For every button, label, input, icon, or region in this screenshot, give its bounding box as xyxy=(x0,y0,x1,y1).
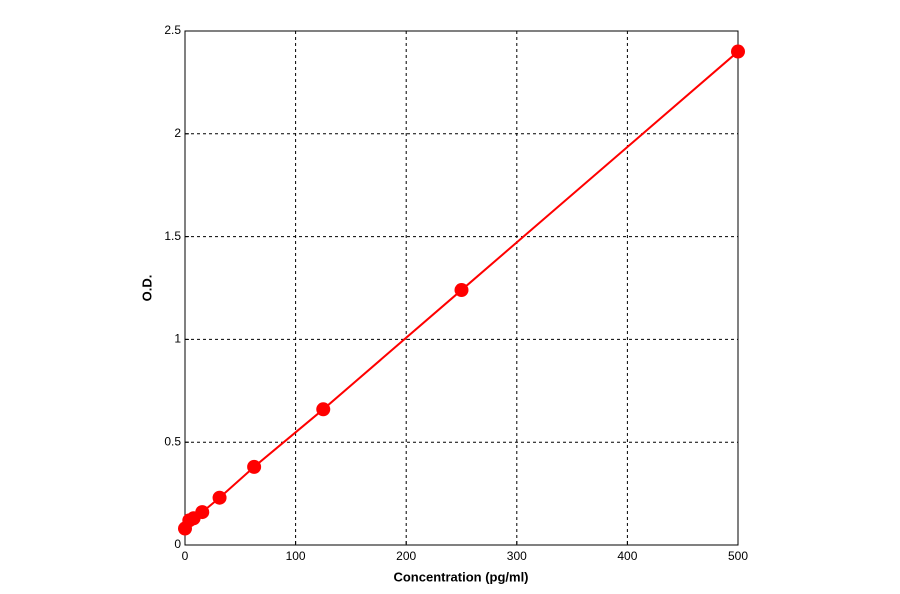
y-tick-label: 2 xyxy=(174,126,181,140)
x-tick-label: 300 xyxy=(507,549,527,563)
y-tick-label: 1.5 xyxy=(164,229,181,243)
data-point xyxy=(454,283,469,298)
y-tick-label: 0.5 xyxy=(164,434,181,448)
x-tick-label: 100 xyxy=(286,549,306,563)
y-tick-label: 1 xyxy=(174,332,181,346)
x-tick-label: 0 xyxy=(182,549,189,563)
y-axis-title: O.D. xyxy=(139,275,154,302)
y-tick-label: 0 xyxy=(174,537,181,551)
data-point xyxy=(316,402,331,417)
data-point xyxy=(731,44,745,59)
x-axis-title: Concentration (pg/ml) xyxy=(393,569,528,584)
x-tick-label: 200 xyxy=(396,549,416,563)
y-tick-label: 2.5 xyxy=(164,23,181,37)
plot-frame xyxy=(184,30,739,546)
data-point xyxy=(212,490,227,505)
data-point xyxy=(195,505,210,520)
x-tick-label: 400 xyxy=(617,549,637,563)
data-point xyxy=(247,459,262,474)
x-tick-label: 500 xyxy=(728,549,748,563)
